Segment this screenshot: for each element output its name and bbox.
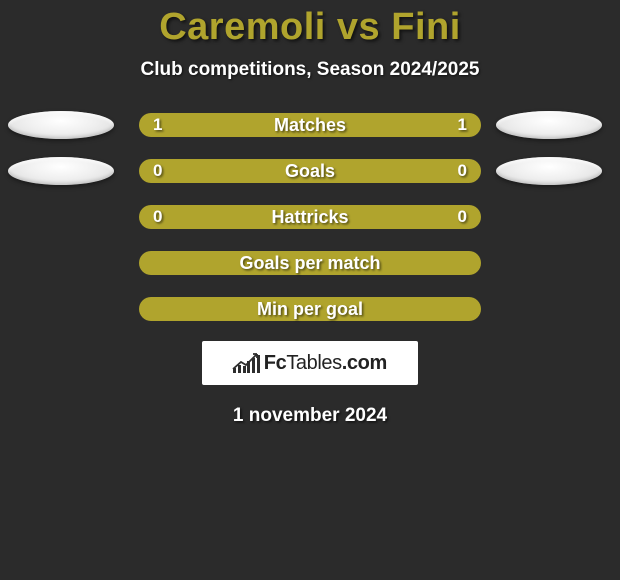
stat-row: 0 Goals 0 <box>0 159 620 183</box>
stat-value-left: 0 <box>153 161 162 181</box>
logo-bar <box>243 366 246 373</box>
stat-value-left: 1 <box>153 115 162 135</box>
logo-bar <box>233 368 236 373</box>
player-a-badge <box>8 111 114 139</box>
stat-value-right: 1 <box>458 115 467 135</box>
stat-bar: Min per goal <box>139 297 481 321</box>
stat-label: Hattricks <box>271 207 348 228</box>
stat-row: Goals per match <box>0 251 620 275</box>
logo-chart-icon <box>233 353 260 373</box>
stat-row: 1 Matches 1 <box>0 113 620 137</box>
stat-label: Min per goal <box>257 299 363 320</box>
stat-label: Matches <box>274 115 346 136</box>
stat-bar: 0 Hattricks 0 <box>139 205 481 229</box>
stat-label: Goals <box>285 161 335 182</box>
stat-bar: 1 Matches 1 <box>139 113 481 137</box>
logo-text-tables: Tables <box>286 352 341 374</box>
logo-text: FcTables.com <box>264 352 387 375</box>
player-b-badge <box>496 157 602 185</box>
player-b-badge <box>496 111 602 139</box>
stat-value-right: 0 <box>458 207 467 227</box>
footer-date: 1 november 2024 <box>233 405 387 427</box>
logo-text-com: .com <box>342 352 387 374</box>
player-b-name: Fini <box>391 6 461 48</box>
logo-bar <box>247 361 250 373</box>
logo-bar <box>252 358 255 373</box>
stat-bar: Goals per match <box>139 251 481 275</box>
stat-rows: 1 Matches 1 0 Goals 0 0 Hattricks 0 Goals per mat… <box>0 113 620 321</box>
stat-value-right: 0 <box>458 161 467 181</box>
player-a-badge <box>8 157 114 185</box>
logo-text-fc: Fc <box>264 352 287 374</box>
logo-bar <box>257 355 260 373</box>
stat-row: 0 Hattricks 0 <box>0 205 620 229</box>
vs-separator: vs <box>337 6 380 48</box>
subtitle: Club competitions, Season 2024/2025 <box>141 59 480 81</box>
stat-value-left: 0 <box>153 207 162 227</box>
player-a-name: Caremoli <box>159 6 326 48</box>
stat-row: Min per goal <box>0 297 620 321</box>
page-title: Caremoli vs Fini <box>159 6 461 49</box>
logo-bar <box>238 365 241 373</box>
page: Caremoli vs Fini Club competitions, Seas… <box>0 0 620 580</box>
branding-logo[interactable]: FcTables.com <box>202 341 418 385</box>
stat-bar: 0 Goals 0 <box>139 159 481 183</box>
stat-label: Goals per match <box>239 253 380 274</box>
